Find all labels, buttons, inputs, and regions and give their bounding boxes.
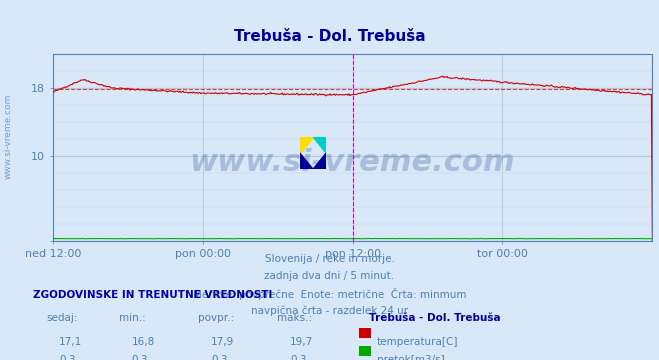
Text: navpična črta - razdelek 24 ur: navpična črta - razdelek 24 ur bbox=[251, 306, 408, 316]
Text: www.si-vreme.com: www.si-vreme.com bbox=[3, 94, 13, 180]
Text: 0,3: 0,3 bbox=[59, 355, 76, 360]
Text: zadnja dva dni / 5 minut.: zadnja dva dni / 5 minut. bbox=[264, 271, 395, 281]
Text: 0,3: 0,3 bbox=[290, 355, 306, 360]
Text: pretok[m3/s]: pretok[m3/s] bbox=[377, 355, 445, 360]
Text: Trebuša - Dol. Trebuša: Trebuša - Dol. Trebuša bbox=[234, 29, 425, 44]
Text: 19,7: 19,7 bbox=[290, 337, 313, 347]
Polygon shape bbox=[300, 137, 313, 153]
Text: 0,3: 0,3 bbox=[132, 355, 148, 360]
Text: www.si-vreme.com: www.si-vreme.com bbox=[190, 148, 515, 177]
Text: Slovenija / reke in morje.: Slovenija / reke in morje. bbox=[264, 254, 395, 264]
Text: 17,1: 17,1 bbox=[59, 337, 82, 347]
Text: 17,9: 17,9 bbox=[211, 337, 234, 347]
Text: povpr.:: povpr.: bbox=[198, 313, 234, 323]
Text: temperatura[C]: temperatura[C] bbox=[377, 337, 459, 347]
Text: 0,3: 0,3 bbox=[211, 355, 227, 360]
Text: min.:: min.: bbox=[119, 313, 146, 323]
Text: maks.:: maks.: bbox=[277, 313, 312, 323]
Polygon shape bbox=[300, 153, 326, 169]
Text: Trebuša - Dol. Trebuša: Trebuša - Dol. Trebuša bbox=[369, 313, 501, 323]
Text: Meritve: povprečne  Enote: metrične  Črta: minmum: Meritve: povprečne Enote: metrične Črta:… bbox=[192, 288, 467, 300]
Text: 16,8: 16,8 bbox=[132, 337, 155, 347]
Text: sedaj:: sedaj: bbox=[46, 313, 78, 323]
Polygon shape bbox=[313, 137, 326, 153]
Text: ZGODOVINSKE IN TRENUTNE VREDNOSTI: ZGODOVINSKE IN TRENUTNE VREDNOSTI bbox=[33, 290, 272, 300]
